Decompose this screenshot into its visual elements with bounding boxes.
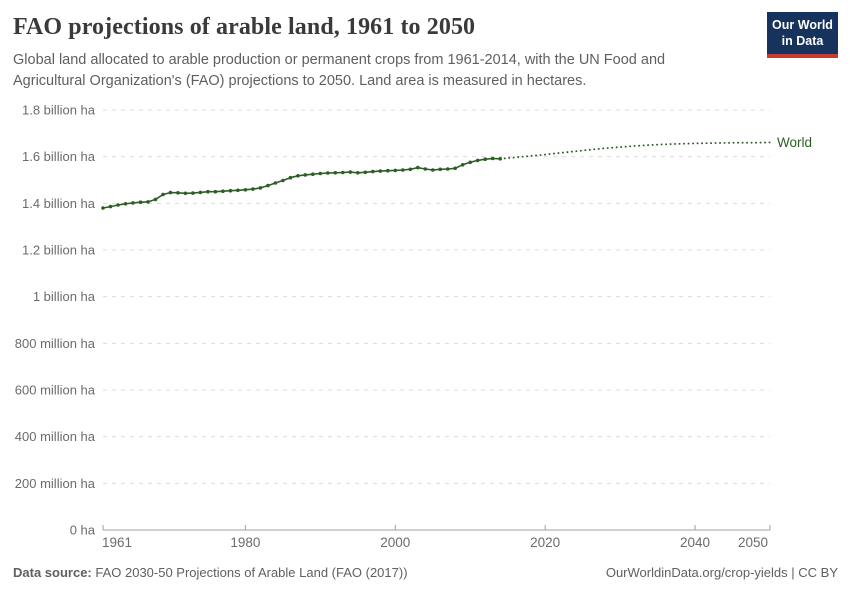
y-tick-label: 0 ha	[70, 523, 96, 538]
x-tick-label: 2040	[680, 535, 710, 550]
history-point	[116, 203, 120, 207]
history-point	[363, 170, 368, 175]
history-point	[123, 202, 128, 206]
y-tick-label: 600 million ha	[15, 383, 96, 398]
chart-header: FAO projections of arable land, 1961 to …	[13, 12, 838, 91]
y-tick-label: 200 million ha	[15, 476, 96, 491]
history-point	[183, 191, 188, 196]
chart-subtitle: Global land allocated to arable producti…	[13, 52, 666, 89]
history-point	[153, 197, 158, 202]
history-point	[453, 166, 458, 171]
history-point	[296, 174, 300, 178]
history-point	[191, 191, 195, 195]
history-point	[423, 167, 428, 171]
data-source: Data source: FAO 2030-50 Projections of …	[13, 565, 408, 580]
history-point	[131, 201, 135, 205]
y-tick-label: 1.8 billion ha	[22, 103, 96, 118]
footer-credit: OurWorldinData.org/crop-yields | CC BY	[605, 565, 838, 580]
history-point	[348, 170, 353, 174]
history-point	[258, 186, 263, 190]
history-point	[281, 178, 285, 183]
title-block: FAO projections of arable land, 1961 to …	[13, 12, 685, 91]
history-point	[401, 168, 405, 172]
history-point	[408, 167, 413, 172]
history-point	[251, 187, 255, 191]
history-point	[168, 190, 173, 195]
history-point	[356, 171, 360, 175]
history-point	[431, 168, 435, 172]
data-source-label: Data source:	[13, 565, 92, 580]
history-point	[326, 171, 330, 175]
x-tick-label: 1961	[102, 535, 132, 550]
history-point	[460, 163, 465, 167]
history-point	[378, 169, 383, 173]
history-point	[236, 188, 240, 193]
history-point	[416, 165, 420, 170]
history-line	[102, 157, 501, 209]
history-point	[243, 188, 248, 192]
history-point	[161, 192, 165, 197]
page-title: FAO projections of arable land, 1961 to …	[13, 14, 476, 40]
series-end-label: World	[777, 135, 812, 150]
y-tick-label: 800 million ha	[15, 336, 96, 351]
data-source-text: FAO 2030-50 Projections of Arable Land (…	[91, 565, 408, 580]
history-point	[288, 175, 293, 180]
y-tick-label: 1 billion ha	[33, 289, 96, 304]
history-point	[475, 158, 480, 163]
y-tick-label: 1.4 billion ha	[22, 196, 96, 211]
history-point	[483, 157, 488, 161]
history-point	[303, 173, 308, 177]
history-point	[146, 200, 150, 204]
history-point	[445, 167, 450, 171]
history-point	[138, 200, 143, 204]
history-point	[386, 168, 390, 173]
history-point	[393, 168, 398, 173]
owid-logo[interactable]: Our World in Data	[767, 12, 838, 59]
history-point	[468, 160, 473, 165]
history-point	[438, 167, 443, 172]
history-point	[101, 206, 105, 210]
logo-line-1: Our World	[772, 18, 833, 32]
projection-line	[499, 141, 771, 160]
history-point	[198, 190, 203, 195]
logo-line-2: in Data	[781, 33, 824, 48]
y-tick-label: 400 million ha	[15, 429, 96, 444]
history-point	[206, 189, 210, 194]
history-point	[311, 172, 315, 176]
x-tick-label: 1980	[230, 535, 260, 550]
history-point	[176, 191, 180, 195]
history-point	[318, 171, 323, 176]
history-point	[221, 189, 225, 193]
history-point	[213, 189, 218, 194]
history-point	[228, 188, 233, 193]
y-tick-label: 1.6 billion ha	[22, 149, 96, 164]
x-tick-label: 2050	[738, 535, 768, 550]
history-point	[333, 171, 338, 175]
history-point	[490, 156, 495, 161]
x-tick-label: 2020	[530, 535, 560, 550]
history-point	[108, 204, 113, 209]
history-point	[273, 181, 278, 185]
history-point	[341, 170, 345, 175]
history-point	[371, 169, 375, 174]
history-point	[266, 183, 270, 188]
y-tick-label: 1.2 billion ha	[22, 243, 96, 258]
chart-footer: Data source: FAO 2030-50 Projections of …	[13, 565, 838, 580]
x-tick-label: 2000	[380, 535, 410, 550]
